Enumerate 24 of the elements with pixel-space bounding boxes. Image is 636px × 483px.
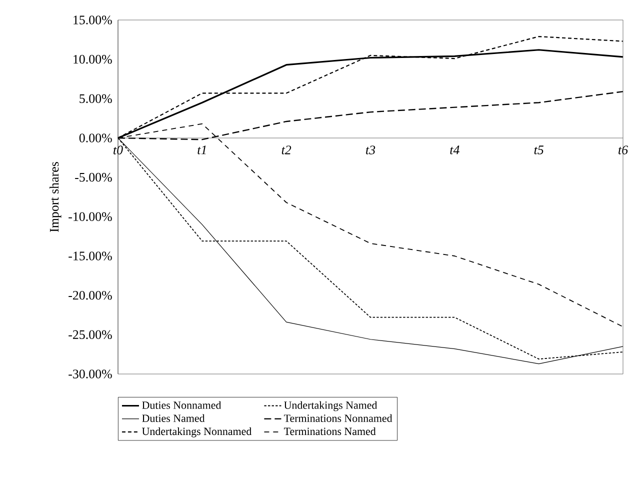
legend-label: Duties Named <box>142 414 205 422</box>
legend-label: Undertakings Nonnamed <box>142 427 252 438</box>
y-axis-title: Import shares <box>50 162 62 232</box>
y-tick-label: -5.00% <box>75 172 112 182</box>
y-tick-label: -25.00% <box>68 330 112 340</box>
x-tick-label: t4 <box>450 146 460 154</box>
x-tick-label: t2 <box>282 146 292 154</box>
legend-label: Duties Nonnamed <box>142 401 222 409</box>
y-tick-label: 15.00% <box>74 16 112 24</box>
y-tick-label: -10.00% <box>68 212 112 222</box>
y-tick-label: 10.00% <box>74 54 112 64</box>
y-tick-label: -30.00% <box>68 370 112 378</box>
x-tick-label: t5 <box>534 146 544 154</box>
x-tick-label: t6 <box>618 146 628 154</box>
y-tick-label: 5.00% <box>80 94 112 104</box>
legend-label: Undertakings Named <box>284 401 378 412</box>
y-tick-label: -15.00% <box>68 252 112 260</box>
y-tick-label: 0.00% <box>79 134 112 142</box>
x-tick-label: t3 <box>366 146 376 154</box>
legend-label: Terminations Named <box>284 427 376 436</box>
x-tick-label: t1 <box>198 146 206 154</box>
y-tick-label: -20.00% <box>68 290 112 300</box>
legend-label: Terminations Nonnamed <box>284 414 392 422</box>
x-tick-label: t0 <box>114 146 123 154</box>
